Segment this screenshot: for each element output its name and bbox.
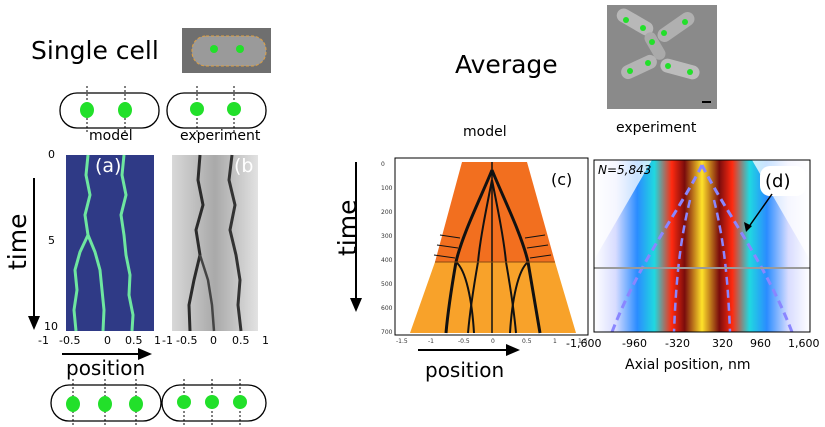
panel-d-heatmap — [593, 159, 811, 333]
panel-c-model — [394, 157, 589, 336]
axis-position-right: position — [425, 358, 505, 382]
panel-label-d: (d) — [765, 171, 791, 192]
tick-c-05: 0.5 — [522, 338, 532, 345]
tick-a-neg1: -1 — [38, 334, 49, 347]
tick-a-0: 0 — [104, 334, 111, 347]
tick-time-5: 5 — [48, 234, 55, 247]
schematic-cell-model-bottom — [50, 379, 162, 427]
tick-b-neg05: -0.5 — [176, 334, 198, 347]
tick-d-neg960: -960 — [622, 337, 647, 350]
tick-c-neg1: -1 — [428, 338, 434, 345]
kymograph-model-a — [66, 154, 154, 332]
tick-c-t500: 500 — [381, 281, 393, 288]
position-arrow-left — [62, 348, 152, 360]
title-average: Average — [455, 50, 558, 79]
tick-c-t700: 700 — [381, 329, 393, 336]
label-experiment-right: experiment — [616, 120, 697, 136]
tick-c-neg15: -1.5 — [396, 338, 408, 345]
tick-b-0: 0 — [210, 334, 217, 347]
position-arrow-right — [418, 344, 520, 356]
panel-label-c: (c) — [551, 170, 573, 189]
panel-label-b: (b — [234, 155, 254, 177]
tick-c-t0: 0 — [381, 161, 385, 168]
tick-c-t600: 600 — [381, 305, 393, 312]
tick-c-t300: 300 — [381, 233, 393, 240]
label-experiment-left: experiment — [180, 128, 261, 144]
kymograph-experiment-b — [172, 154, 258, 332]
tick-c-0: 0 — [491, 338, 495, 345]
schematic-cell-experiment-top — [166, 86, 267, 133]
tick-d-960: 960 — [750, 337, 771, 350]
tick-b-1: 1 — [262, 334, 269, 347]
tick-c-15: 1.5 — [578, 338, 588, 345]
average-micrograph — [607, 5, 717, 109]
title-single-cell: Single cell — [31, 36, 159, 65]
tick-b-05: 0.5 — [232, 334, 250, 347]
tick-d-1600: 1,600 — [788, 337, 820, 350]
n-count-label: N=5,843 — [598, 163, 652, 177]
tick-c-neg05: -0.5 — [458, 338, 470, 345]
tick-d-neg1600: -1,600 — [566, 337, 602, 350]
tick-c-t100: 100 — [381, 185, 393, 192]
tick-a-05: 0.5 — [125, 334, 143, 347]
axis-time-right: time — [333, 199, 362, 256]
label-model-right: model — [463, 124, 507, 140]
schematic-cell-experiment-bottom — [161, 379, 267, 427]
tick-b-neg1: -1 — [162, 334, 173, 347]
time-arrow-right — [350, 162, 362, 312]
tick-c-t200: 200 — [381, 209, 393, 216]
axis-position-left: position — [66, 356, 146, 380]
axis-axial-position: Axial position, nm — [625, 357, 751, 373]
label-model-left: model — [89, 128, 133, 144]
axis-time-left: time — [3, 213, 32, 270]
tick-c-t400: 400 — [381, 257, 393, 264]
tick-time-10: 10 — [44, 320, 58, 333]
tick-c-1: 1 — [553, 338, 557, 345]
schematic-cell-model-top — [59, 86, 160, 133]
time-arrow-left — [28, 178, 40, 330]
tick-d-neg320: -320 — [665, 337, 690, 350]
single-cell-micrograph — [182, 28, 271, 73]
panel-label-a: (a) — [95, 155, 122, 177]
tick-a-neg05: -0.5 — [59, 334, 81, 347]
tick-d-320: 320 — [712, 337, 733, 350]
tick-a-1: 1 — [154, 334, 161, 347]
tick-time-0: 0 — [48, 148, 55, 161]
